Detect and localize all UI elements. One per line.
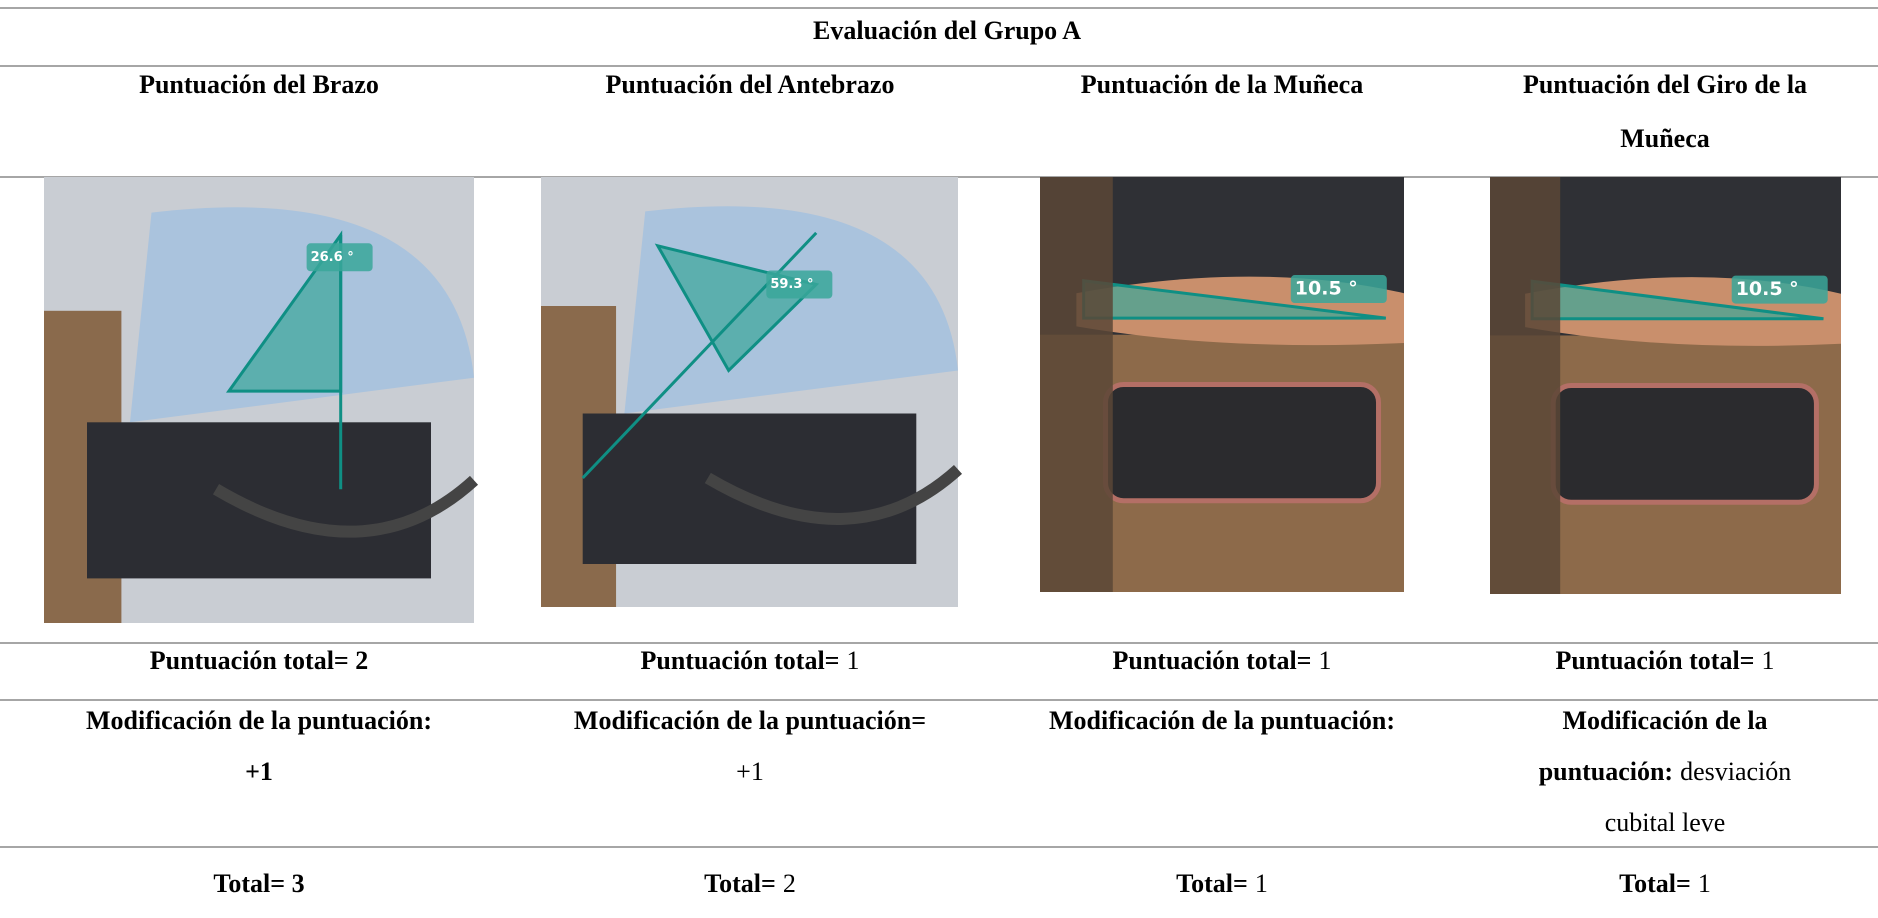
photo: 10.5 °	[1040, 177, 1404, 592]
chair	[704, 464, 963, 525]
score-total-part: Puntuación total=	[641, 646, 840, 675]
score-modification-part: Modificación de la puntuación=	[574, 706, 926, 735]
score-modification-part: +1	[245, 757, 273, 786]
column-header: Puntuación de la Muñeca	[1081, 70, 1363, 99]
score-modification-part: Modificación de la puntuación:	[1049, 706, 1395, 735]
angle-tag	[766, 270, 833, 299]
score-modification: Modificación de la puntuación=	[574, 706, 926, 735]
chair	[212, 475, 479, 538]
score-total-part: 1	[847, 646, 860, 675]
trousers	[87, 422, 431, 579]
photo: 59.3 °	[541, 177, 963, 607]
final-total-part: Total= 3	[213, 869, 304, 898]
score-modification-part: desviación	[1680, 757, 1791, 786]
score-total-part: 1	[1319, 646, 1332, 675]
angle-label: 10.5 °	[1295, 278, 1358, 300]
pillar	[1490, 177, 1561, 594]
score-modification-part: cubital leve	[1605, 808, 1726, 837]
final-total-part: Total=	[1619, 869, 1691, 898]
column-header: Puntuación del Brazo	[139, 70, 379, 99]
score-modification-part: puntuación:	[1539, 757, 1673, 786]
final-total-part: 1	[1698, 869, 1711, 898]
column-header: Puntuación del Antebrazo	[606, 70, 895, 99]
final-total: Total= 3	[213, 869, 304, 898]
score-total-part: Puntuación total=	[1556, 646, 1755, 675]
photo: 26.6 °	[44, 177, 479, 623]
trousers	[582, 413, 917, 564]
score-total-part: 1	[1762, 646, 1775, 675]
score-total: Puntuación total= 2	[150, 646, 369, 675]
column-header: Muñeca	[1620, 124, 1710, 153]
final-total-part: Total=	[1176, 869, 1248, 898]
score-total-part: Puntuación total=	[1113, 646, 1312, 675]
angle-label: 10.5 °	[1736, 278, 1799, 300]
score-modification-part: Modificación de la	[1562, 706, 1767, 735]
score-total: Puntuación total= 1	[1556, 646, 1775, 675]
table-title: Evaluación del Grupo A	[813, 16, 1081, 45]
angle-label: 59.3 °	[770, 277, 813, 292]
final-total: Total= 2	[704, 869, 796, 898]
score-modification: +1	[245, 757, 273, 786]
final-total-part: 2	[783, 869, 796, 898]
score-modification: +1	[736, 757, 764, 786]
angle-tag	[1290, 275, 1387, 304]
pillar	[1040, 177, 1113, 592]
final-total: Total= 1	[1619, 869, 1711, 898]
score-modification: Modificación de la	[1562, 706, 1767, 735]
score-modification: cubital leve	[1605, 808, 1726, 837]
score-modification: Modificación de la puntuación:	[1049, 706, 1395, 735]
score-total: Puntuación total= 1	[641, 646, 860, 675]
angle-tag	[306, 243, 373, 272]
score-total-part: Puntuación total= 2	[150, 646, 369, 675]
photo: 10.5 °	[1490, 177, 1841, 594]
final-total: Total= 1	[1176, 869, 1268, 898]
final-total-part: 1	[1255, 869, 1268, 898]
final-total-part: Total=	[704, 869, 776, 898]
column-header: Puntuación del Giro de la	[1523, 70, 1807, 99]
score-modification: Modificación de la puntuación:	[86, 706, 432, 735]
score-modification-part: Modificación de la puntuación:	[86, 706, 432, 735]
angle-label: 26.6 °	[311, 250, 354, 265]
score-modification: puntuación: desviación	[1539, 757, 1792, 786]
phone	[1550, 383, 1819, 505]
phone	[1103, 382, 1382, 504]
score-modification-part: +1	[736, 757, 764, 786]
angle-tag	[1731, 275, 1828, 304]
score-total: Puntuación total= 1	[1113, 646, 1332, 675]
